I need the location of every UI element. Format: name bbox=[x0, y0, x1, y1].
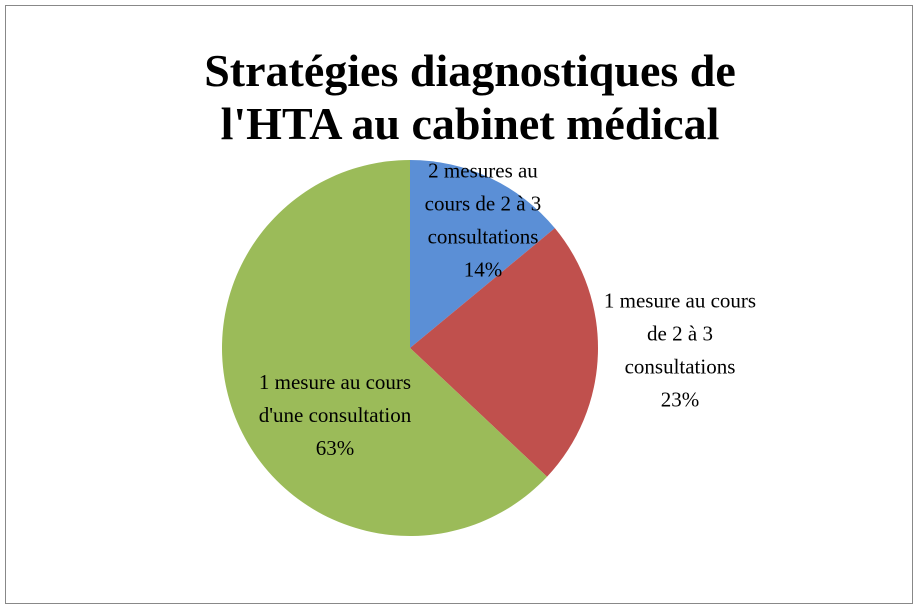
chart-title: Stratégies diagnostiques de l'HTA au cabi… bbox=[204, 45, 736, 149]
slice-label: 1 mesure au cours de 2 à 3 consultations bbox=[604, 288, 756, 378]
slice-label: 2 mesures au cours de 2 à 3 consultations bbox=[425, 158, 542, 248]
pie-slice bbox=[410, 228, 599, 477]
pie-slice bbox=[221, 159, 548, 536]
pie-slice bbox=[410, 160, 555, 348]
slice-value-label: 14% bbox=[464, 257, 503, 281]
slice-value-label: 23% bbox=[661, 387, 700, 411]
slice-value-label: 63% bbox=[316, 436, 355, 460]
slice-label: 1 mesure au cours d'une consultation bbox=[259, 370, 412, 427]
